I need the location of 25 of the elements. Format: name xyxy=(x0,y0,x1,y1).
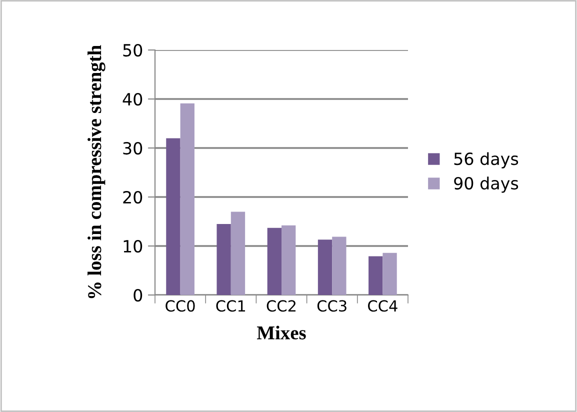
bar xyxy=(282,225,296,295)
x-tick-label: CC1 xyxy=(216,300,246,312)
bar xyxy=(166,138,180,295)
x-tick-label: CC0 xyxy=(166,300,195,312)
legend-label: 90 days xyxy=(454,176,518,193)
x-axis-title: Mixes xyxy=(256,326,306,340)
x-tick-label: CC4 xyxy=(368,300,398,312)
bar xyxy=(332,236,346,295)
bar xyxy=(318,240,332,295)
bar xyxy=(180,103,194,295)
bar xyxy=(382,252,397,295)
y-tick-label: 0 xyxy=(134,288,142,302)
bar xyxy=(230,212,246,295)
bar xyxy=(216,224,231,295)
bar xyxy=(368,256,383,295)
y-tick-label: 40 xyxy=(122,92,142,106)
y-axis-title: % loss in compressive strength xyxy=(88,45,106,298)
bar xyxy=(267,228,282,295)
x-tick-label: CC2 xyxy=(266,300,296,312)
legend-label: 56 days xyxy=(454,152,518,168)
y-tick-label: 50 xyxy=(123,44,142,57)
y-tick-label: 20 xyxy=(123,190,142,204)
y-tick-label: 30 xyxy=(123,142,142,155)
y-tick-label: 10 xyxy=(124,240,142,253)
x-tick-label: CC3 xyxy=(317,300,346,312)
